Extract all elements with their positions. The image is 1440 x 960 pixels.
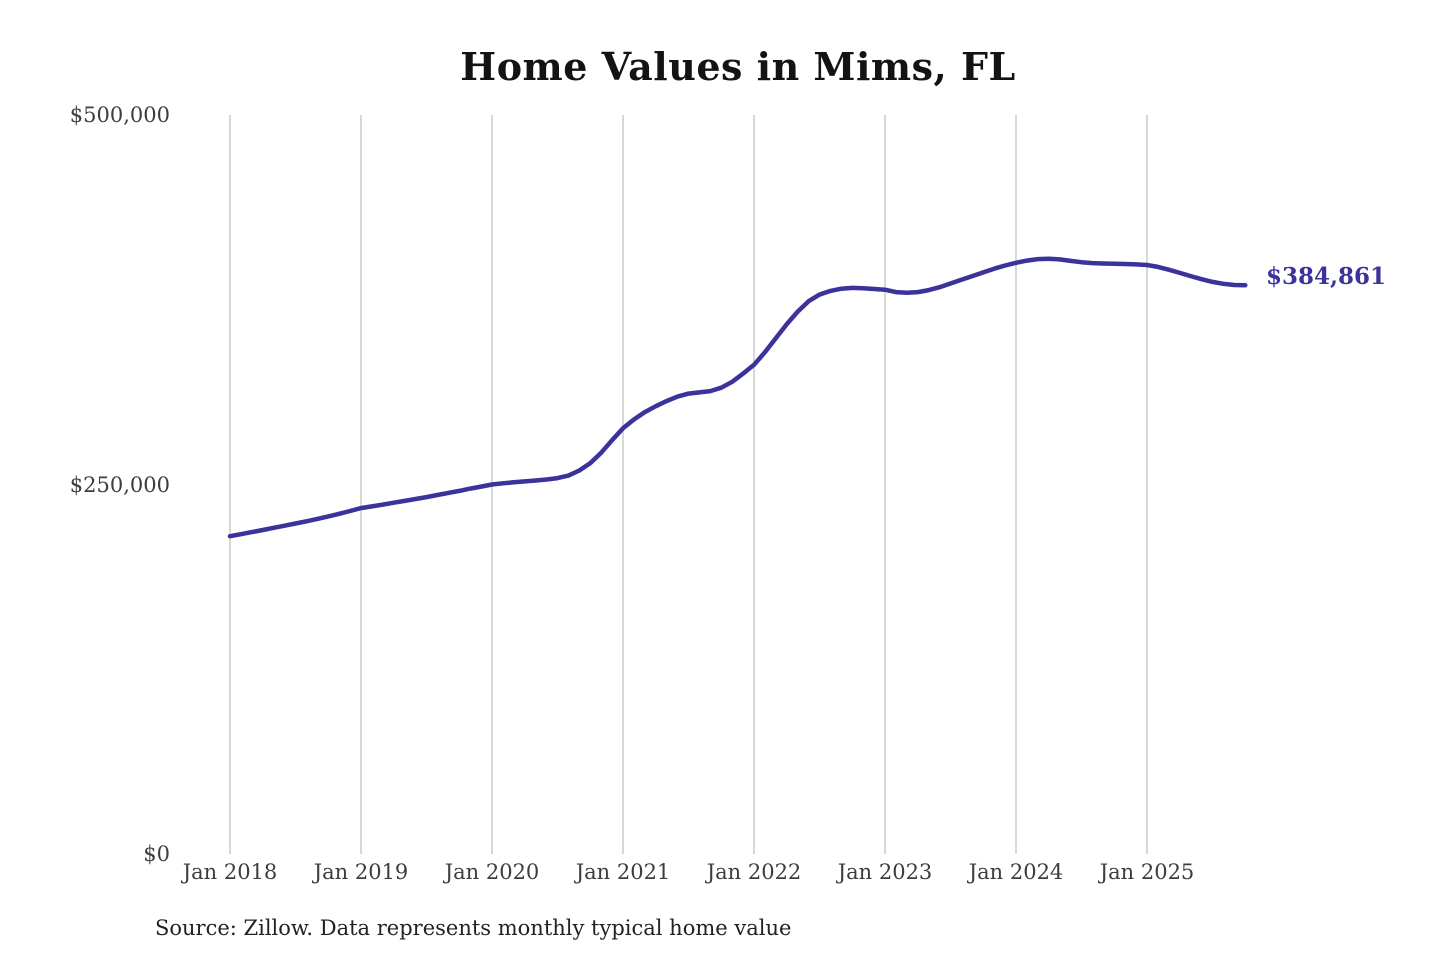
x-tick-jan-2022: Jan 2022 <box>706 860 802 884</box>
y-tick-250000: $250,000 <box>69 472 170 497</box>
x-tick-jan-2019: Jan 2019 <box>313 860 409 884</box>
year-gridlines <box>229 115 1148 854</box>
chart-title: Home Values in Mims, FL <box>460 44 1016 89</box>
home-value-line <box>227 256 1248 539</box>
x-tick-jan-2021: Jan 2021 <box>575 860 671 884</box>
x-tick-jan-2025: Jan 2025 <box>1099 860 1195 884</box>
x-tick-jan-2023: Jan 2023 <box>837 860 933 884</box>
x-tick-jan-2018: Jan 2018 <box>182 860 278 884</box>
current-value-label: $384,861 <box>1266 263 1387 290</box>
source-note: Source: Zillow. Data represents monthly … <box>155 916 792 940</box>
y-tick-500000: $500,000 <box>69 103 170 127</box>
y-tick-0: $0 <box>143 842 170 866</box>
x-tick-jan-2024: Jan 2024 <box>968 860 1064 884</box>
x-tick-jan-2020: Jan 2020 <box>444 860 540 884</box>
